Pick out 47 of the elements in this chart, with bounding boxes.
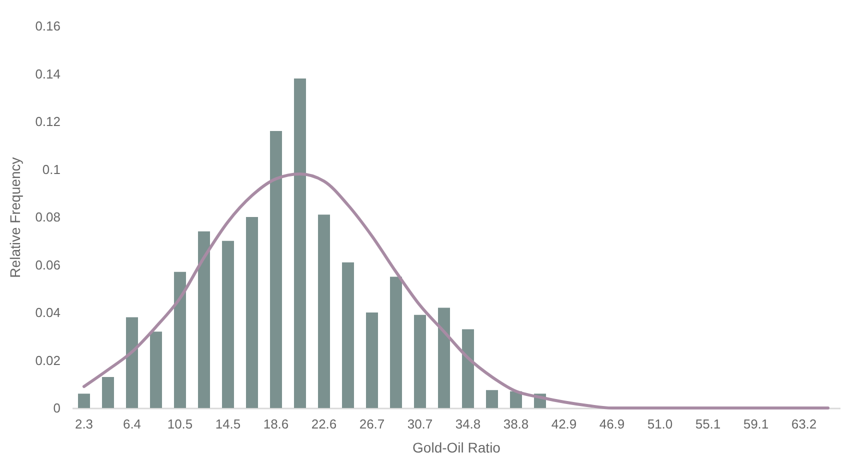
y-tick-label: 0.04 (35, 305, 60, 320)
y-tick-label: 0.08 (35, 210, 60, 224)
x-tick-label: 18.6 (263, 416, 289, 432)
x-tick-label: 42.9 (551, 416, 577, 432)
x-tick-label: 59.1 (743, 416, 769, 432)
y-tick-label: 0.02 (35, 352, 60, 368)
x-axis-title: Gold-Oil Ratio (412, 440, 501, 456)
bar (150, 332, 162, 408)
bar (366, 312, 378, 408)
x-tick-label: 30.7 (407, 416, 433, 432)
bar (246, 217, 258, 408)
x-tick-label: 6.4 (122, 416, 142, 432)
bar (486, 390, 498, 408)
bar (510, 391, 522, 408)
y-tick-label: 0.16 (35, 18, 60, 34)
bar (294, 78, 306, 408)
line-series (82, 172, 830, 410)
bar (102, 376, 114, 408)
bar (126, 317, 138, 408)
y-tick-label: 0.06 (35, 257, 60, 272)
x-tick-label: 55.1 (695, 416, 721, 432)
y-tick-label: 0.14 (35, 66, 60, 82)
y-tick-label: 0 (53, 400, 60, 416)
bar (438, 308, 450, 408)
y-axis-title: Relative Frequency (7, 157, 24, 278)
bar (78, 394, 90, 408)
x-tick-label: 14.5 (215, 416, 241, 432)
bar (174, 272, 186, 408)
x-tick-label: 22.6 (311, 416, 337, 432)
bar (414, 314, 426, 408)
y-tick-label: 0.12 (35, 114, 60, 129)
x-tick-label: 38.8 (503, 416, 529, 432)
bar (390, 276, 402, 408)
x-tick-label: 26.7 (359, 416, 385, 432)
bar (462, 329, 474, 408)
x-tick-label: 51.0 (647, 416, 673, 432)
x-tick-label: 2.3 (74, 416, 94, 432)
x-tick-label: 10.5 (167, 416, 193, 432)
bar (198, 231, 210, 408)
bar (318, 214, 330, 408)
x-tick-label: 34.8 (455, 416, 481, 432)
bar (270, 131, 282, 408)
x-tick-label: 46.9 (599, 416, 625, 432)
bar (222, 240, 234, 408)
x-tick-label: 63.2 (791, 416, 817, 432)
bar (342, 262, 354, 408)
y-tick-label: 0.1 (42, 162, 60, 177)
